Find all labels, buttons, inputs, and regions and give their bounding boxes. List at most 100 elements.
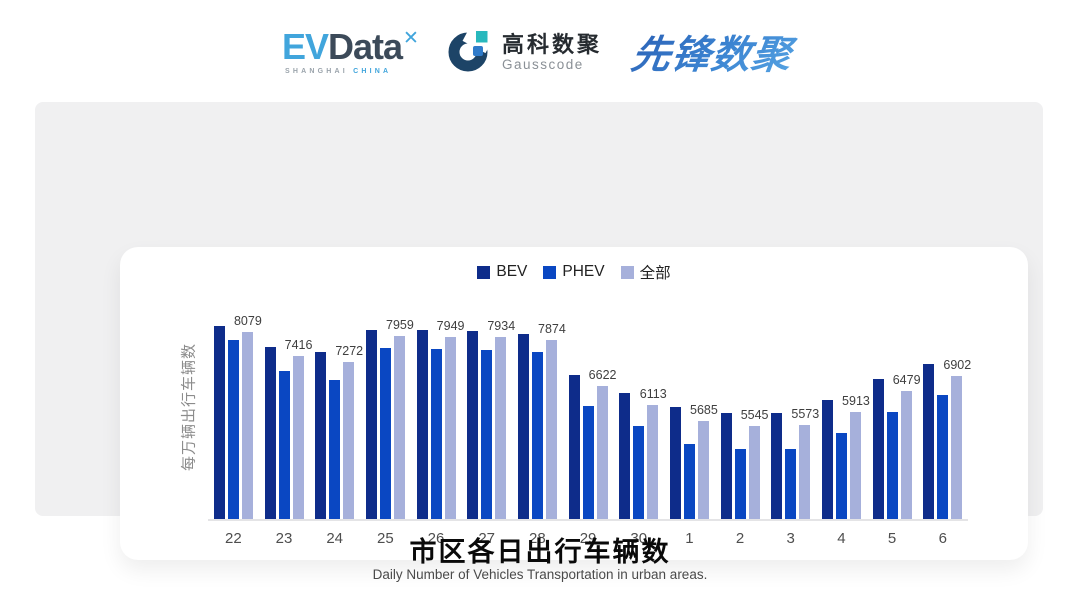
bar-group-29: 6622 29 (563, 247, 616, 547)
value-label-24: 7272 (335, 343, 364, 358)
bar-group-4: 5913 4 (816, 247, 870, 547)
bar-phev-24 (329, 380, 341, 520)
bar-all-28: 7874 (538, 322, 566, 520)
header-logos: EVData✕ SHANGHAI CHINA 高科数聚 Gausscode 先锋… (282, 20, 798, 84)
bar-all-29: 6622 (589, 368, 616, 520)
bar-phev-1 (683, 444, 695, 520)
bar-all-6: 6902 (943, 358, 971, 520)
bar-group-30: 6113 30 (613, 247, 667, 547)
x-tick-label-24: 24 (326, 530, 344, 547)
x-tick-label-26: 26 (427, 530, 445, 547)
bar-bev-24 (315, 351, 327, 520)
x-tick-label-30: 30 (630, 530, 648, 547)
value-label-3: 5573 (791, 406, 820, 421)
bar-phev-29 (582, 405, 594, 520)
bar-all-27: 7934 (487, 319, 515, 520)
bar-group-24: 7272 24 (309, 247, 363, 547)
bar-group-27: 7934 27 (461, 247, 515, 547)
x-tick-label-29: 29 (579, 530, 597, 547)
gausscode-text: 高科数聚 Gausscode (502, 32, 602, 72)
bar-all-5: 6479 (893, 373, 921, 520)
x-tick-label-22: 22 (224, 530, 242, 547)
value-label-2: 5545 (740, 407, 769, 422)
value-label-5: 6479 (892, 373, 921, 388)
legend-item-bev[interactable]: BEV (477, 263, 527, 281)
chart-subtitle: Daily Number of Vehicles Transportation … (372, 567, 708, 582)
bar-phev-27 (481, 349, 493, 520)
bar-bev-1 (669, 407, 681, 520)
bar-bev-3 (771, 412, 783, 520)
x-axis-line (208, 519, 968, 521)
value-label-27: 7934 (487, 319, 516, 334)
bar-all-1: 5685 (690, 403, 718, 520)
bar-phev-5 (886, 411, 898, 520)
legend-swatch-phev-icon (543, 265, 557, 279)
bar-phev-2 (734, 449, 746, 520)
x-tick-label-1: 1 (685, 530, 694, 547)
legend-item-all[interactable]: 全部 (620, 261, 671, 283)
bar-bev-29 (568, 374, 580, 520)
bar-bev-23 (264, 347, 276, 520)
bar-phev-3 (785, 449, 797, 520)
evdata-logo: EVData✕ SHANGHAI CHINA (281, 26, 419, 76)
chart-panel: BEV PHEV 全部 每万辆出行车辆数 8079 22 7416 23 7272 24 795… (35, 102, 1043, 560)
value-label-28: 7874 (538, 321, 566, 336)
evdata-ev-text: EV (281, 26, 329, 67)
bar-all-3: 5573 (791, 407, 819, 520)
legend-label-all: 全部 (639, 265, 671, 282)
x-tick-label-28: 28 (529, 530, 546, 547)
evdata-shanghai-text: SHANGHAI (284, 68, 348, 75)
y-axis-label: 每万辆出行车辆数 (180, 342, 198, 472)
bar-group-1: 5685 1 (664, 247, 718, 547)
x-tick-label-3: 3 (786, 530, 795, 547)
bar-chart-plot: 8079 22 7416 23 7272 24 7959 25 7949 26 7934 27 7874… (208, 247, 971, 547)
bar-group-2: 5545 2 (715, 247, 769, 547)
value-label-1: 5685 (690, 402, 718, 417)
bar-bev-30 (619, 393, 631, 520)
value-label-29: 6622 (588, 367, 617, 382)
bar-all-2: 5545 (741, 408, 769, 520)
bar-phev-26 (430, 348, 442, 520)
bar-group-6: 6902 6 (917, 247, 971, 547)
bar-group-25: 7959 25 (360, 247, 414, 547)
legend-label-bev: BEV (496, 263, 528, 280)
legend-swatch-all-icon (620, 265, 634, 279)
x-tick-label-27: 27 (478, 530, 496, 547)
bar-group-22: 8079 22 (208, 247, 262, 547)
bar-bev-2 (720, 413, 732, 520)
value-label-6: 6902 (943, 357, 972, 372)
chart-legend: BEV PHEV 全部 (120, 261, 1028, 283)
x-tick-label-23: 23 (275, 530, 293, 547)
legend-swatch-bev-icon (477, 265, 491, 279)
bar-group-5: 6479 5 (867, 247, 921, 547)
pioneer-logo: 先锋数聚 (628, 24, 802, 80)
bar-all-22: 8079 (234, 314, 262, 520)
x-tick-label-4: 4 (837, 530, 846, 547)
legend-item-phev[interactable]: PHEV (543, 263, 605, 281)
bar-all-4: 5913 (842, 394, 870, 520)
bar-phev-4 (835, 432, 847, 520)
bar-all-30: 6113 (640, 387, 667, 520)
bar-bev-22 (213, 326, 225, 520)
bar-phev-23 (278, 371, 290, 520)
bar-group-23: 7416 23 (259, 247, 312, 547)
bar-all-25: 7959 (386, 318, 414, 520)
bar-all-24: 7272 (335, 344, 363, 520)
bar-phev-22 (227, 340, 239, 520)
bar-bev-27 (467, 330, 479, 520)
evdata-x-icon: ✕ (403, 28, 419, 49)
bar-bev-6 (923, 364, 935, 520)
bar-bev-28 (517, 333, 529, 520)
value-label-22: 8079 (233, 313, 262, 328)
bar-all-26: 7949 (437, 319, 464, 520)
bar-bev-5 (872, 379, 884, 520)
value-label-25: 7959 (385, 318, 414, 333)
x-tick-label-6: 6 (938, 530, 947, 547)
bar-bev-26 (416, 330, 428, 520)
legend-label-phev: PHEV (562, 263, 605, 280)
gausscode-logo: 高科数聚 Gausscode (447, 24, 602, 78)
chart-title: 市区各日出行车辆数 (409, 537, 671, 567)
bar-group-26: 7949 26 (411, 247, 464, 547)
bar-all-23: 7416 (285, 338, 312, 520)
chart-card: BEV PHEV 全部 每万辆出行车辆数 8079 22 7416 23 7272 24 795… (120, 247, 1028, 560)
